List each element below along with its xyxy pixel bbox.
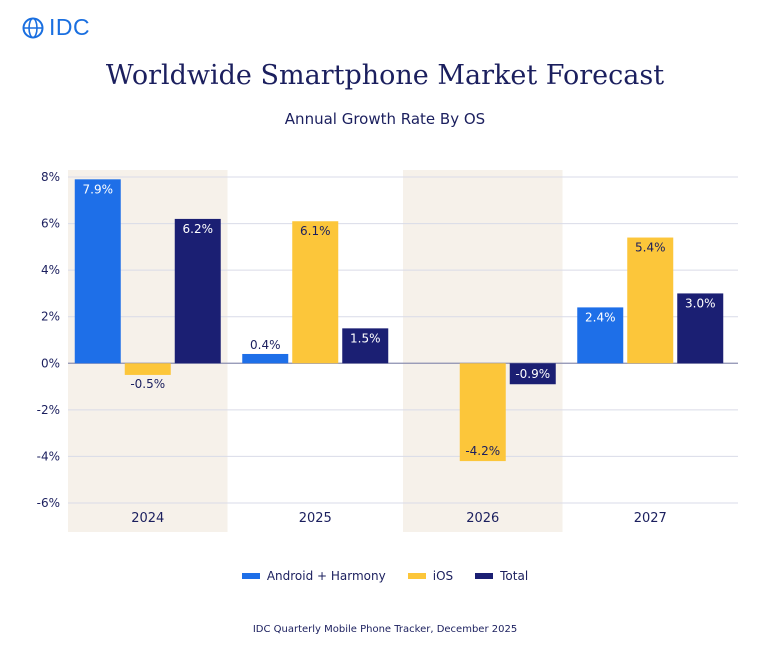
- x-tick-label: 2026: [466, 511, 499, 526]
- legend-label-ios: iOS: [432, 569, 454, 583]
- y-tick-label: 2%: [41, 310, 60, 324]
- data-label: 7.9%: [83, 182, 114, 196]
- bar-chart: 8% 6% 4% 2% 0% -2% -4% -6% 7.9% -0.5% 6.2% 2024 0.4%…: [37, 170, 738, 532]
- legend-swatch-ios: [407, 573, 426, 579]
- source-note: IDC Quarterly Mobile Phone Tracker, Dece…: [252, 624, 518, 635]
- data-label: -0.5%: [130, 377, 165, 391]
- bar-total-2026: [509, 363, 556, 385]
- legend-label-total: Total: [500, 569, 529, 583]
- chart-legend: Android + Harmony iOS Total: [0, 569, 770, 583]
- y-tick-label: 8%: [41, 170, 60, 184]
- legend-item-total: Total: [475, 569, 528, 583]
- legend-item-ios: iOS: [407, 569, 454, 583]
- data-label: 2.4%: [585, 310, 616, 324]
- idc-logo: IDC: [22, 14, 90, 41]
- chart-subtitle: Annual Growth Rate By OS: [284, 110, 486, 128]
- bar-total-2025: [342, 328, 389, 364]
- data-label: -4.2%: [465, 444, 500, 458]
- y-tick-label: 4%: [41, 263, 60, 277]
- y-tick-label: -2%: [37, 403, 60, 417]
- bar-ios-2024: [124, 363, 171, 375]
- x-tick-label: 2025: [299, 511, 332, 526]
- bar-total-2024: [174, 218, 221, 364]
- legend-item-android: Android + Harmony: [241, 569, 386, 583]
- bar-ios-2026: [459, 363, 506, 462]
- data-label: 6.1%: [300, 224, 331, 238]
- data-label: 3.0%: [685, 296, 716, 310]
- data-label: 5.4%: [635, 241, 666, 255]
- chart-title: Worldwide Smartphone Market Forecast: [105, 60, 665, 91]
- data-label: 0.4%: [250, 338, 281, 352]
- bar-android-harmony-2025: [242, 353, 289, 364]
- data-label: 6.2%: [183, 222, 214, 236]
- bar-android-harmony-2024: [74, 179, 121, 364]
- bar-ios-2025: [292, 221, 339, 364]
- legend-swatch-total: [475, 573, 494, 579]
- bar-android-harmony-2027: [577, 307, 624, 364]
- bar-ios-2027: [627, 237, 674, 364]
- y-tick-label: -6%: [37, 496, 60, 510]
- data-label: -0.9%: [515, 367, 550, 381]
- globe-icon: [22, 17, 44, 38]
- x-tick-label: 2027: [634, 511, 667, 526]
- y-tick-label: -4%: [37, 449, 60, 463]
- data-label: 1.5%: [350, 331, 381, 345]
- logo-text: IDC: [49, 14, 91, 40]
- legend-label-android: Android + Harmony: [266, 569, 386, 583]
- y-tick-label: 0%: [41, 356, 60, 370]
- legend-swatch-android: [241, 573, 260, 579]
- y-tick-label: 6%: [41, 217, 60, 231]
- bar-total-2027: [677, 293, 724, 364]
- x-tick-label: 2024: [131, 511, 164, 526]
- shade-band-2026: [403, 170, 563, 532]
